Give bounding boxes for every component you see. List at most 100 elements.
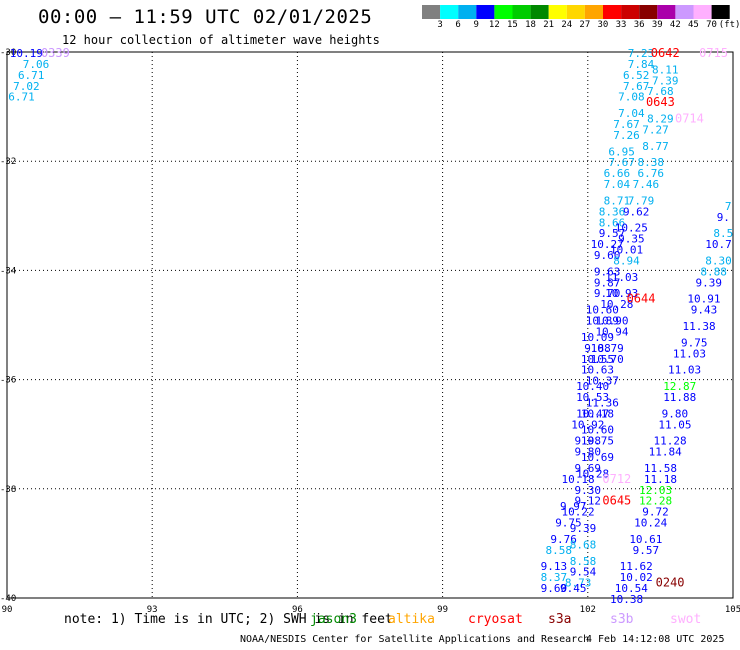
wave-height-label: 9.80 [575, 446, 602, 459]
wave-height-label: 9.39 [696, 276, 723, 289]
wave-height-colorbar [422, 5, 730, 19]
wave-height-label: 11.03 [668, 364, 701, 377]
wave-height-label: 7.04 [604, 178, 631, 191]
wave-height-label: 9.98 [575, 435, 602, 448]
colorbar-swatch [512, 5, 531, 19]
wave-height-label: 7.02 [13, 80, 40, 93]
wave-height-label: 8.94 [613, 254, 640, 267]
wave-height-label: 7.27 [642, 123, 669, 136]
colorbar-label: 70 [706, 20, 717, 30]
wave-height-label: 10.27 [591, 238, 624, 251]
wave-height-label: 9.70 [594, 287, 621, 300]
wave-height-label: 9.35 [618, 233, 645, 246]
lon-tick-label: 99 [437, 605, 448, 615]
satellite-legend-swot: swot [670, 612, 702, 627]
wave-height-label: 12.87 [663, 380, 696, 393]
wave-height-label: 10.94 [595, 325, 628, 338]
lon-tick-label: 102 [580, 605, 596, 615]
wave-height-label: 9.12 [575, 495, 602, 508]
wave-height-label: 11.03 [673, 347, 706, 360]
pass-time-label: 0712 [602, 472, 631, 486]
wave-height-label: 10.90 [595, 315, 628, 328]
wave-height-label: 8.29 [647, 113, 674, 126]
wave-height-label: 7.46 [633, 178, 660, 191]
wave-height-label: 10.75 [581, 435, 614, 448]
satellite-legend-altika: altika [388, 612, 435, 627]
lat-tick-label: -40 [0, 594, 16, 604]
wave-height-label: 9.76 [550, 533, 577, 546]
colorbar-swatch [494, 5, 513, 19]
lat-tick-label: -36 [0, 376, 16, 386]
wave-height-label: 9.60 [594, 249, 621, 262]
colorbar-label: 33 [615, 20, 627, 30]
colorbar-labels: 3 6 9 12 15 18 21 24 27 30 33 36 39 42 45 70 (ft) [422, 20, 740, 34]
wave-height-label: 10.25 [615, 222, 648, 235]
wave-height-label: 9.63 [594, 265, 621, 278]
colorbar-label: 6 [455, 20, 461, 30]
wave-height-label: 7.84 [628, 58, 655, 71]
wave-height-label: 9.43 [691, 304, 718, 317]
pass-time-label: 0642 [651, 46, 680, 60]
wave-height-label: 7 [725, 200, 732, 213]
wave-height-label: 9. [717, 211, 730, 224]
colorbar-label: 39 [651, 20, 663, 30]
colorbar-swatch [639, 5, 658, 19]
wave-height-label: 9.45 [560, 582, 587, 595]
map-frame [6, 51, 734, 599]
wave-height-label: 8.68 [570, 538, 597, 551]
colorbar-label: 21 [543, 20, 555, 30]
pass-time-label: 0714 [675, 112, 704, 126]
wave-height-label: 6.52 [623, 69, 650, 82]
pass-time-label: 0645 [602, 494, 631, 508]
page-title: 00:00 – 11:59 UTC 02/01/2025 [38, 6, 373, 28]
wave-height-label: 10.02 [620, 571, 653, 584]
satellite-legend-cryosat: cryosat [468, 612, 523, 627]
pass-time-label: 0715 [699, 46, 728, 60]
colorbar-swatch [530, 5, 549, 19]
wave-height-label: 10.54 [615, 582, 648, 595]
colorbar-swatch [711, 5, 730, 19]
wave-height-label: 9.87 [594, 276, 621, 289]
wave-height-label: 10.24 [634, 517, 667, 530]
colorbar-label: 18 [525, 20, 536, 30]
wave-height-label: 10.7 [705, 238, 732, 251]
wave-height-label: 10.53 [576, 391, 609, 404]
colorbar-label: 15 [507, 20, 518, 30]
wave-height-label: 8.77 [642, 140, 669, 153]
colorbar-label: 24 [561, 20, 573, 30]
wave-height-label: 8.58 [546, 544, 573, 557]
wave-height-label: 10.61 [629, 533, 662, 546]
colorbar-label: (ft) [718, 20, 740, 30]
wave-height-label: 8.30 [705, 254, 732, 267]
wave-height-label: 10.79 [591, 342, 624, 355]
wave-height-label: 10.18 [562, 473, 595, 486]
wave-height-label: 10.28 [576, 467, 609, 480]
satellite-legend-s3b: s3b [610, 612, 634, 627]
lat-tick-label: -38 [0, 485, 16, 495]
wave-height-label: 10.55 [581, 353, 614, 366]
wave-height-label: 6.71 [18, 69, 45, 82]
wave-height-label: 7.23 [628, 47, 655, 60]
footer-note: note: 1) Time is in UTC; 2) SWH is in fe… [0, 612, 740, 630]
wave-height-label: 10.89 [586, 315, 619, 328]
colorbar-swatch [657, 5, 676, 19]
wave-height-label: 8.37 [541, 571, 568, 584]
wave-height-label: 9.39 [570, 522, 597, 535]
wave-height-label: 7.26 [613, 129, 640, 142]
wave-height-label: 7.68 [647, 85, 674, 98]
wave-height-label: 10.92 [571, 418, 604, 431]
wave-height-label: 10.28 [600, 298, 633, 311]
wave-height-label: 9.13 [541, 560, 568, 573]
colorbar-swatch [458, 5, 477, 19]
wave-height-label: 10.70 [591, 353, 624, 366]
wave-height-label: 8.66 [599, 216, 626, 229]
colorbar-swatch [693, 5, 712, 19]
wave-height-label: 8.36 [599, 205, 626, 218]
colorbar-label: 3 [437, 20, 443, 30]
wave-height-label: 10.47 [576, 407, 609, 420]
pass-time-label: 0339 [41, 46, 70, 60]
wave-height-label: 6.71 [8, 91, 35, 104]
wave-height-label: 6.95 [608, 145, 635, 158]
lon-tick-label: 96 [292, 605, 303, 615]
